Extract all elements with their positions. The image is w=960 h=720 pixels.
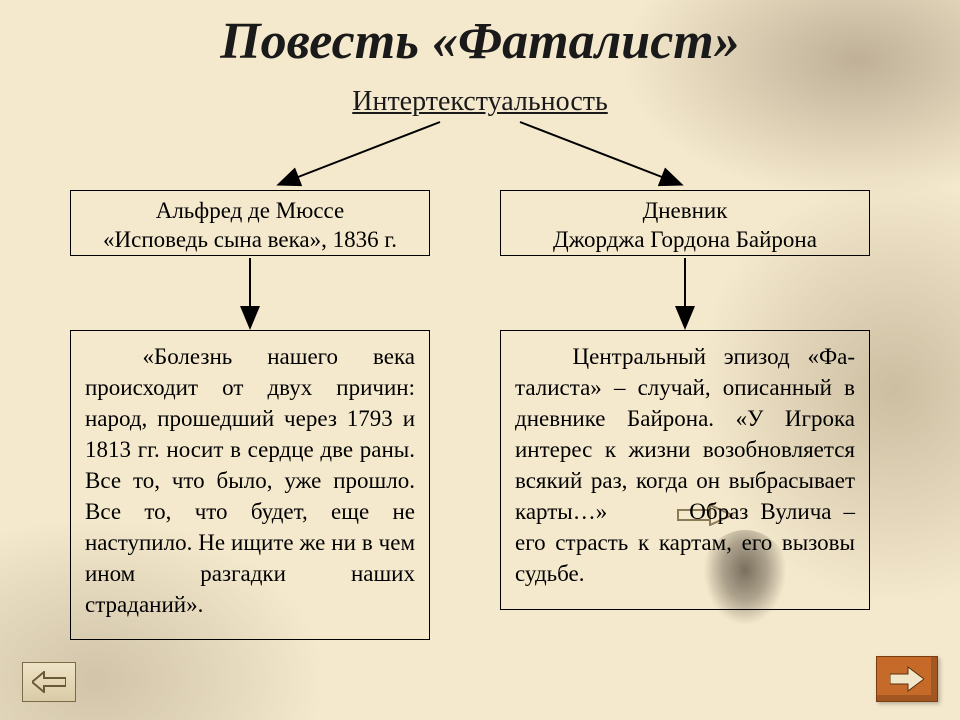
back-button[interactable] bbox=[22, 662, 76, 702]
text-line: Альфред де Мюссе bbox=[81, 197, 419, 226]
text-line: Джорджа Гордона Байрона bbox=[511, 226, 859, 255]
inline-arrow-icon bbox=[619, 503, 677, 525]
text-line: «Исповедь сына века», 1836 г. bbox=[81, 226, 419, 255]
quote-text-before: Центральный эпизод «Фа­талиста» – случай… bbox=[515, 344, 855, 524]
slide-subtitle: Интертекстуальность bbox=[0, 86, 960, 118]
source-musset-box: Альфред де Мюссе «Исповедь сына века», 1… bbox=[70, 190, 430, 256]
quote-musset-box: «Болезнь нашего века происходит от двух … bbox=[70, 330, 430, 640]
source-byron-box: Дневник Джорджа Гордона Байрона bbox=[500, 190, 870, 256]
next-button[interactable] bbox=[876, 656, 938, 702]
quote-text: «Болезнь нашего века происходит от двух … bbox=[85, 344, 415, 617]
quote-byron-box: Центральный эпизод «Фа­талиста» – случай… bbox=[500, 330, 870, 610]
text-line: Дневник bbox=[511, 197, 859, 226]
slide-title: Повесть «Фаталист» bbox=[0, 12, 960, 71]
next-arrow-icon bbox=[890, 666, 924, 692]
back-arrow-icon bbox=[32, 671, 66, 693]
